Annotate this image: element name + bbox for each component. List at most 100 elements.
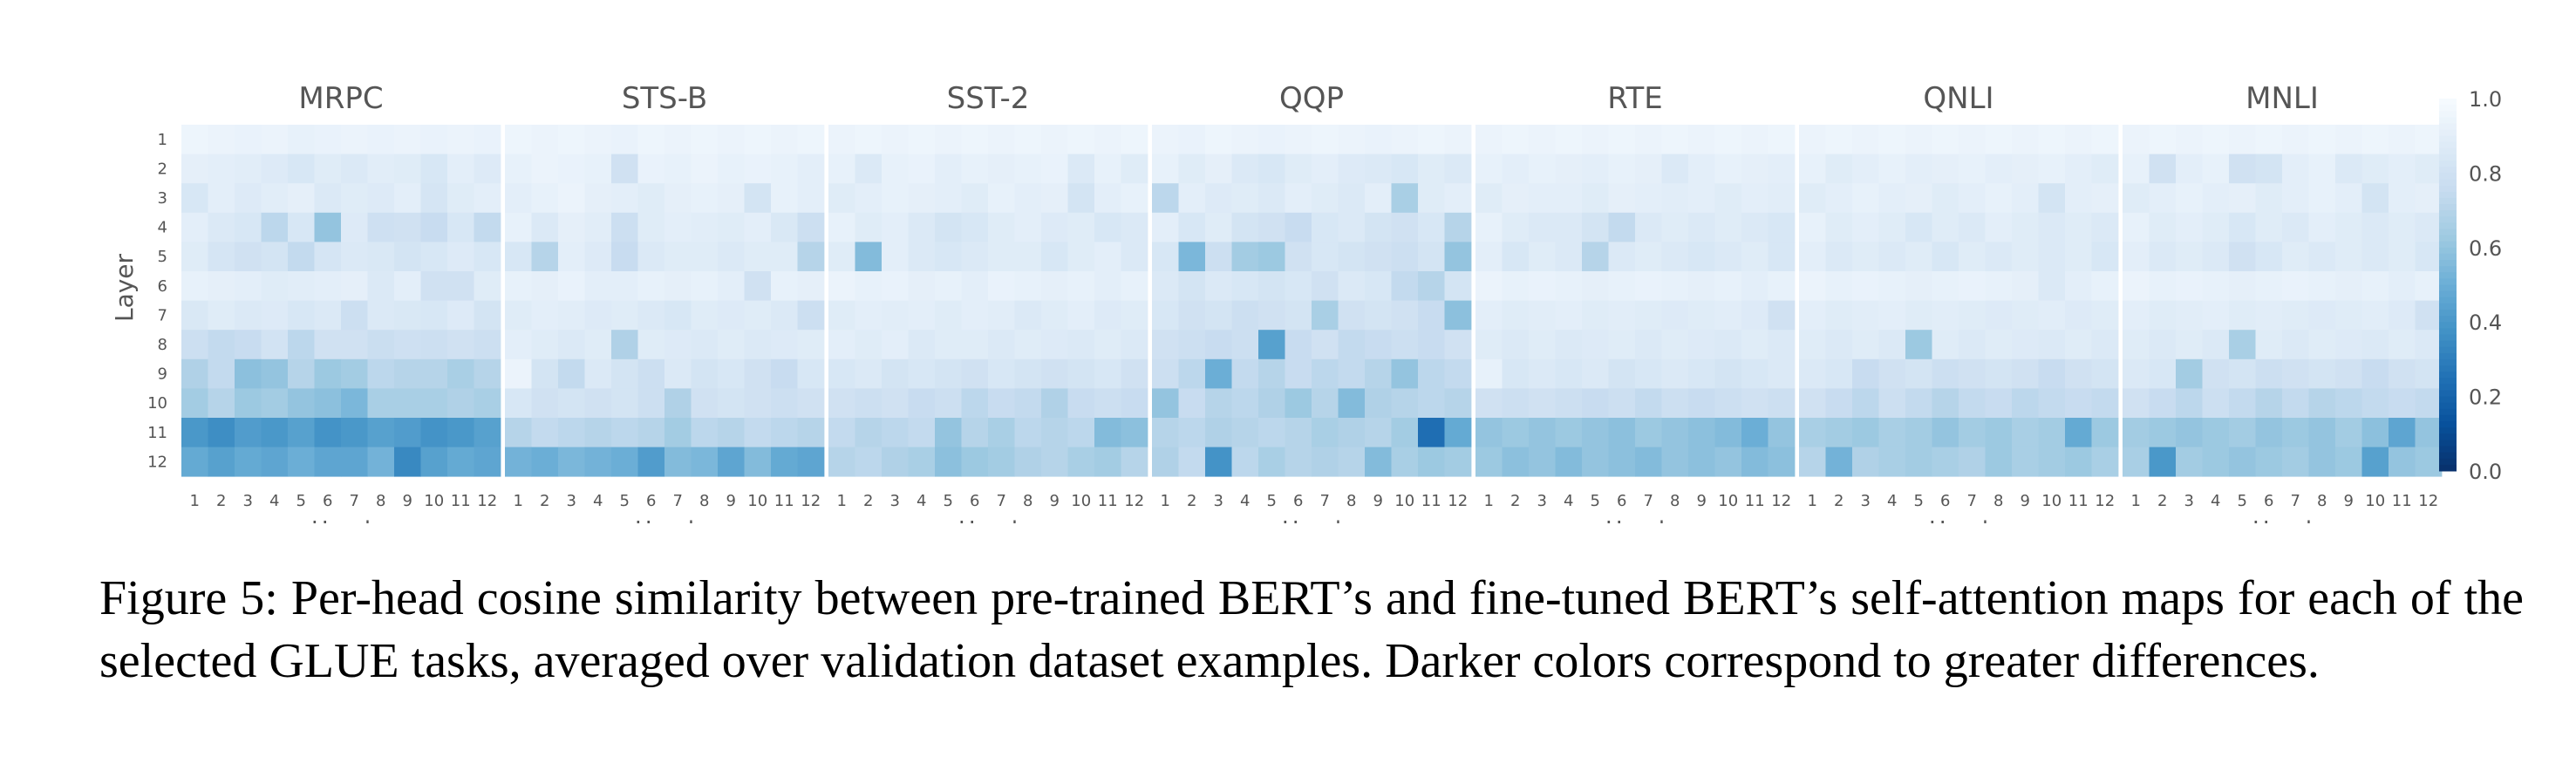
heatmap-cell [2282, 388, 2309, 419]
head-tick-label: 11 [1421, 492, 1441, 510]
heatmap-cell [1231, 447, 1259, 477]
heatmap-cell [235, 271, 262, 301]
heatmap-cell [1799, 183, 1826, 214]
heatmap-cell [828, 358, 855, 389]
heatmap-cell [1635, 300, 1662, 331]
heatmap-cell [1067, 330, 1095, 360]
heatmap-cell [1985, 271, 2013, 301]
heatmap-cell [1608, 271, 1636, 301]
heatmap-cell [367, 330, 395, 360]
heatmap-cell [1312, 154, 1339, 184]
heatmap-cell [531, 388, 559, 419]
heatmap-cell [2361, 330, 2389, 360]
heatmap-cell [531, 358, 559, 389]
heatmap-cell [1041, 154, 1068, 184]
heatmap-cell [2255, 242, 2283, 272]
heatmap-cell [664, 418, 692, 447]
head-tick-label: 3 [1214, 492, 1223, 510]
heatmap-cell [988, 330, 1015, 360]
heatmap-cell [2012, 300, 2039, 331]
heatmap-cell [1094, 330, 1121, 360]
heatmap-cell [558, 271, 585, 301]
heatmap-cell [2308, 154, 2336, 184]
head-tick-label: 7 [350, 492, 359, 510]
heatmap-cell [1555, 388, 1583, 419]
heatmap-cell [1475, 271, 1503, 301]
heatmap-cell [1529, 447, 1556, 477]
heatmap-cell [1852, 358, 1879, 389]
heatmap-cell [1041, 125, 1068, 154]
heatmap-cell [828, 242, 855, 272]
heatmap-cell [1688, 212, 1715, 242]
heatmap-cell [1661, 242, 1689, 272]
heatmap-cell [1825, 212, 1853, 242]
colorbar-segment [2439, 458, 2457, 466]
heatmap-cell [2415, 154, 2443, 184]
heatmap-cell [235, 418, 262, 447]
heatmap-cell [1714, 242, 1742, 272]
heatmap-cell [367, 418, 395, 447]
heatmap-cell [1178, 300, 1206, 331]
heatmap-cell [1475, 212, 1503, 242]
head-tick-label: 1 [1484, 492, 1494, 510]
heatmap-cell [718, 271, 745, 301]
heatmap-cell [1231, 242, 1259, 272]
heatmap-cell [2123, 242, 2150, 272]
heatmap-cell [1094, 125, 1121, 154]
colorbar: 0.0 0.2 0.4 0.6 0.8 1.0 [2439, 87, 2502, 484]
heatmap-cell [1444, 242, 1472, 272]
heatmap-cell [2091, 242, 2119, 272]
heatmap-cell [1905, 154, 1932, 184]
head-tick-label: 1 [190, 492, 200, 510]
heatmap-cell [2176, 418, 2203, 447]
heatmap-cell [882, 242, 909, 272]
heatmap-cell [1094, 212, 1121, 242]
heatmap-cell [2202, 212, 2230, 242]
heatmap-cell [1014, 418, 1042, 447]
heatmap-cell [1582, 212, 1609, 242]
heatmap-cell [1338, 388, 1366, 419]
heatmap-cell [2308, 388, 2336, 419]
heatmap-cell [2065, 242, 2092, 272]
heatmap-cell [1852, 212, 1879, 242]
heatmap-cell [961, 242, 989, 272]
head-tick-label: 1 [2131, 492, 2141, 510]
heatmap-cell [855, 418, 883, 447]
heatmap-cell [1688, 300, 1715, 331]
heatmap-cell [1529, 183, 1556, 214]
heatmap-cell [1444, 183, 1472, 214]
heatmap-cell [1067, 271, 1095, 301]
heatmap-cell [855, 183, 883, 214]
heatmap-cell [1714, 271, 1742, 301]
heatmap-cell [1959, 154, 1986, 184]
heatmap-cell [2335, 125, 2362, 154]
layer-tick-label: 2 [158, 160, 167, 178]
heatmap-cell [2229, 212, 2256, 242]
heatmap-cell [828, 447, 855, 477]
colorbar-tick-label: 0.0 [2469, 460, 2502, 484]
head-tick-label: 11 [1745, 492, 1765, 510]
heatmap-cell [447, 330, 474, 360]
heatmap-cell [314, 212, 342, 242]
heatmap-cell [611, 388, 638, 419]
heatmap-cell [420, 212, 448, 242]
heatmap-cell [181, 183, 208, 214]
heatmap-cell [1852, 183, 1879, 214]
heatmap-cell [1799, 242, 1826, 272]
colorbar-segment [2439, 278, 2457, 285]
heatmap-cell [2361, 125, 2389, 154]
heatmap-cell [2123, 125, 2150, 154]
heatmap-cell [288, 242, 315, 272]
heatmap-cell [531, 212, 559, 242]
heatmap-cell [882, 388, 909, 419]
heatmap-cell [1825, 183, 1853, 214]
heatmap-cell [1418, 418, 1445, 447]
layer-tick-label: 12 [147, 453, 167, 471]
heatmap-cell [1391, 125, 1419, 154]
head-tick-label: 5 [1914, 492, 1924, 510]
heatmap-cell [855, 154, 883, 184]
heatmap-cell [611, 271, 638, 301]
heatmap-cell [1529, 212, 1556, 242]
head-tick-label: 11 [1098, 492, 1118, 510]
heatmap-cell [1014, 358, 1042, 389]
